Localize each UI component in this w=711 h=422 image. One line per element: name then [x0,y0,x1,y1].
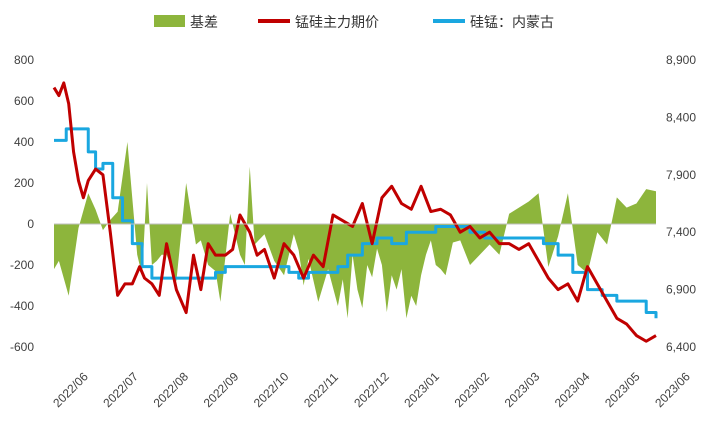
plot-area [52,81,658,343]
left-axis-tick-label: -200 [10,258,34,272]
series-spot-line [54,127,658,319]
right-axis-tick-label: 7,400 [666,225,696,239]
legend-label-futures: 锰硅主力期价 [295,14,379,30]
series-futures-line [52,81,657,343]
right-axis-tick-label: 6,900 [666,283,696,297]
left-axis-tick-label: 0 [27,217,34,231]
left-axis-tick-label: -400 [10,299,34,313]
legend-swatch-basis [154,15,185,27]
left-axis-tick-label: 400 [14,135,34,149]
legend: 基差 锰硅主力期价 硅锰：内蒙古 [154,14,554,30]
left-axis-tick-label: 800 [14,53,34,67]
left-axis-tick-label: -600 [10,340,34,354]
legend-label-spot: 硅锰：内蒙古 [470,14,554,30]
left-axis-tick-label: 600 [14,94,34,108]
legend-label-basis: 基差 [190,14,218,30]
left-axis-tick-label: 200 [14,176,34,190]
right-axis-tick-label: 8,900 [666,53,696,67]
right-axis-tick-label: 8,400 [666,110,696,124]
series-basis-area [54,142,656,319]
right-axis-tick-label: 7,900 [666,168,696,182]
right-axis-tick-label: 6,400 [666,340,696,354]
